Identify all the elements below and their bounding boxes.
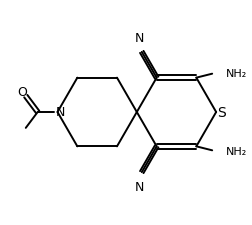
Text: N: N	[134, 32, 144, 45]
Text: NH₂: NH₂	[226, 147, 247, 157]
Text: O: O	[17, 85, 27, 98]
Text: NH₂: NH₂	[226, 68, 247, 78]
Text: S: S	[217, 106, 226, 119]
Text: N: N	[134, 180, 144, 193]
Text: N: N	[56, 106, 65, 119]
